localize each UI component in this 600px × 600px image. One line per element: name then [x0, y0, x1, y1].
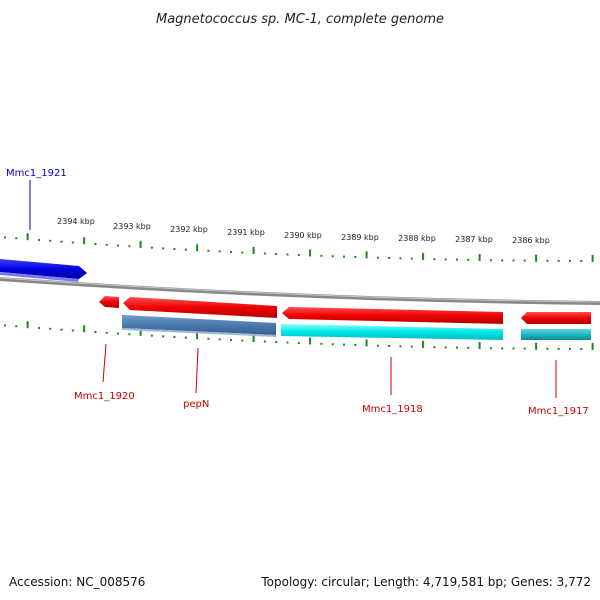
kbp-label: 2393 kbp — [113, 222, 151, 231]
cds-feature-mmc1-1918[interactable] — [281, 324, 503, 340]
gene-arrow-pepN[interactable] — [123, 297, 277, 318]
cds-feature-mmc1-1917[interactable] — [521, 329, 591, 340]
kbp-label: 2390 kbp — [284, 231, 322, 240]
kbp-label: 2391 kbp — [227, 228, 265, 237]
genome-backbone — [0, 277, 600, 305]
gene-label-mmc1-1918[interactable]: Mmc1_1918 — [362, 404, 423, 415]
gene-arrow-mmc1-1920[interactable] — [99, 296, 119, 308]
kbp-label: 2386 kbp — [512, 236, 550, 245]
upper-tick-ruler — [4, 233, 594, 262]
kbp-label: 2392 kbp — [170, 225, 208, 234]
kbp-label: 2388 kbp — [398, 234, 436, 243]
gene-label-mmc1-1920[interactable]: Mmc1_1920 — [74, 391, 135, 402]
gene-label-mmc1-1917[interactable]: Mmc1_1917 — [528, 406, 589, 417]
genome-backbone-highlight — [0, 277, 600, 303]
gene-label-mmc1-1921[interactable]: Mmc1_1921 — [6, 168, 67, 179]
accession-text: Accession: NC_008576 — [9, 575, 145, 589]
gene-arrow-mmc1-1917[interactable] — [521, 312, 591, 324]
cds-shadow — [122, 328, 276, 337]
kbp-ruler-labels: 2394 kbp 2393 kbp 2392 kbp 2391 kbp 2390… — [57, 217, 550, 245]
leader-line — [195, 347, 199, 394]
gene-arrow-shadow — [0, 272, 79, 282]
map-title: Magnetococcus sp. MC-1, complete genome — [156, 12, 444, 27]
kbp-label: 2394 kbp — [57, 217, 95, 226]
leader-line — [102, 343, 107, 383]
topology-text: Topology: circular; Length: 4,719,581 bp… — [260, 575, 591, 589]
kbp-label: 2387 kbp — [455, 235, 493, 244]
cds-feature-pepN[interactable] — [122, 315, 276, 335]
gene-label-pepN[interactable]: pepN — [183, 399, 209, 410]
kbp-label: 2389 kbp — [341, 233, 379, 242]
gene-arrow-mmc1-1918[interactable] — [282, 307, 503, 324]
gene-arrow-mmc1-1921[interactable] — [0, 259, 87, 279]
